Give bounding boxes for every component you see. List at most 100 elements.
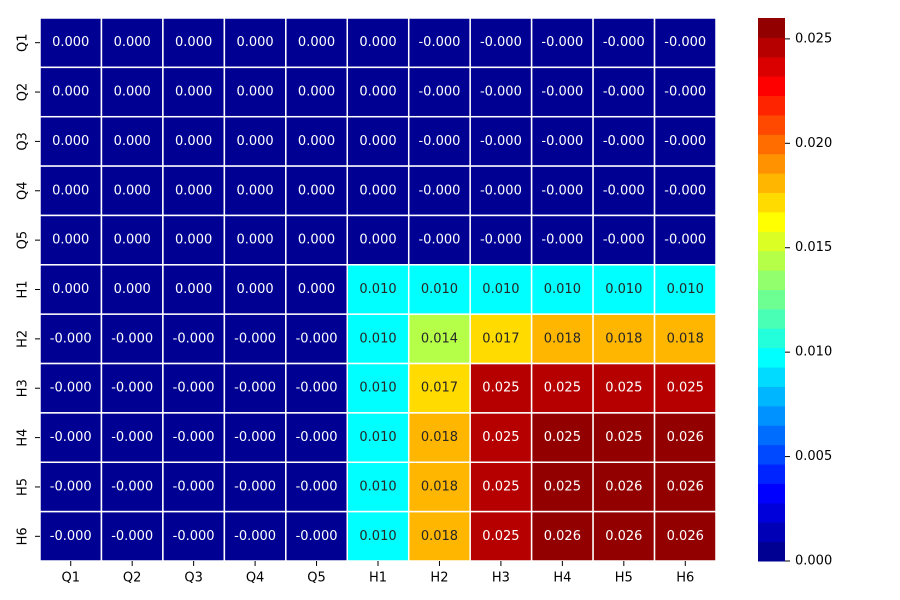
heatmap-cell-label: 0.010 [421,282,458,297]
heatmap-cell-label: 0.018 [605,331,642,346]
heatmap-cell [407,412,471,464]
y-tick-label: H5 [16,478,31,496]
heatmap-cell-label: -0.000 [664,85,706,100]
heatmap-cell-label: 0.000 [298,35,335,50]
heatmap-cell-label: 0.025 [482,430,519,445]
heatmap-cell [39,313,103,365]
heatmap-cell-label: -0.000 [541,183,583,198]
heatmap-cell [100,362,164,414]
heatmap-cell-label: -0.000 [173,381,215,396]
x-axis: Q1 Q2 Q3 Q4 Q5 H1 H2 H3 H4 H5 H6 [61,561,694,586]
heatmap-cell [162,313,226,365]
heatmap-cell-label: 0.000 [236,183,273,198]
colorbar-segment [758,444,785,465]
colorbar-segment [758,289,785,310]
heatmap-cell-label: 0.000 [236,85,273,100]
y-tick-label: H4 [16,429,31,447]
heatmap-cell [223,214,287,266]
heatmap-cell-label: 0.000 [114,85,151,100]
heatmap-cell [39,66,103,118]
heatmap-cell-label: 0.000 [52,183,89,198]
colorbar-segment [758,250,785,271]
heatmap-cell [346,461,410,513]
heatmap-cell-label: 0.000 [236,134,273,149]
heatmap-cell-label: 0.000 [175,282,212,297]
colorbar-segment [758,541,785,562]
heatmap-cell [346,214,410,266]
heatmap-cell [407,313,471,365]
heatmap-cell-label: 0.026 [667,479,704,494]
heatmap-cell-label: 0.010 [359,381,396,396]
heatmap-cell [592,362,656,414]
heatmap-cell-label: -0.000 [418,233,460,248]
heatmap-cell-label: 0.000 [359,85,396,100]
heatmap-cell-label: 0.000 [359,134,396,149]
heatmap-cell-label: -0.000 [603,85,645,100]
heatmap-cell-label: -0.000 [541,35,583,50]
heatmap-cell-label: -0.000 [111,430,153,445]
heatmap-cell-label: -0.000 [603,134,645,149]
heatmap-cell-label: 0.000 [114,233,151,248]
heatmap-cell-label: -0.000 [50,430,92,445]
heatmap-cell-label: -0.000 [111,331,153,346]
heatmap-cell-label: 0.025 [605,381,642,396]
heatmap-cell [346,510,410,562]
heatmap-cell-label: 0.010 [544,282,581,297]
x-tick-label: H1 [369,571,387,586]
heatmap-cell-label: 0.010 [359,331,396,346]
colorbar-segment [758,153,785,174]
heatmap-cell-label: 0.000 [236,35,273,50]
heatmap-cell [530,461,594,513]
heatmap-cell [285,214,349,266]
x-tick-label: H6 [676,571,694,586]
heatmap-cell-label: -0.000 [234,331,276,346]
heatmap-cell-label: 0.025 [544,430,581,445]
heatmap-cell [469,66,533,118]
heatmap-cell [530,66,594,118]
heatmap-cell [653,17,717,69]
heatmap-cell [39,214,103,266]
heatmap-cell-label: -0.000 [480,85,522,100]
colorbar-segment [758,211,785,232]
heatmap-cell-label: -0.000 [111,479,153,494]
heatmap-cell-label: 0.010 [359,479,396,494]
heatmap-cell [592,510,656,562]
colorbar-segment [758,425,785,446]
heatmap-cell [530,165,594,217]
colorbar-tick-label: 0.025 [795,31,832,46]
heatmap-cell [162,412,226,464]
heatmap-cell [162,461,226,513]
heatmap-cell [653,362,717,414]
heatmap-cell [592,412,656,464]
heatmap-cell-label: -0.000 [664,134,706,149]
heatmap-cell [653,412,717,464]
heatmap-cell [285,461,349,513]
heatmap-cell [285,66,349,118]
heatmap-cell-label: 0.000 [298,85,335,100]
heatmap-cell-label: -0.000 [234,430,276,445]
heatmap-cell [223,264,287,315]
heatmap-cell-label: 0.000 [298,134,335,149]
heatmap-cell [592,17,656,69]
heatmap-cell-label: 0.000 [236,282,273,297]
x-tick-label: Q3 [184,571,203,586]
heatmap-cell [39,362,103,414]
x-tick-label: Q4 [246,571,265,586]
colorbar: 0.000 0.005 0.010 0.015 0.020 0.025 [758,18,832,569]
heatmap-cell [530,115,594,167]
colorbar-segment [758,18,785,38]
heatmap-cell-label: 0.000 [52,35,89,50]
colorbar-segment [758,173,785,194]
colorbar-tick-label: 0.015 [795,240,832,255]
heatmap-cell-label: -0.000 [50,479,92,494]
heatmap-cell-label: -0.000 [603,35,645,50]
heatmap-cell [407,214,471,266]
heatmap-cell [653,115,717,167]
heatmap-cell [469,510,533,562]
heatmap-cell-label: 0.010 [667,282,704,297]
x-tick-label: Q1 [61,571,80,586]
heatmap-cell-label: -0.000 [541,134,583,149]
heatmap-cell [653,313,717,365]
heatmap-cell [100,313,164,365]
